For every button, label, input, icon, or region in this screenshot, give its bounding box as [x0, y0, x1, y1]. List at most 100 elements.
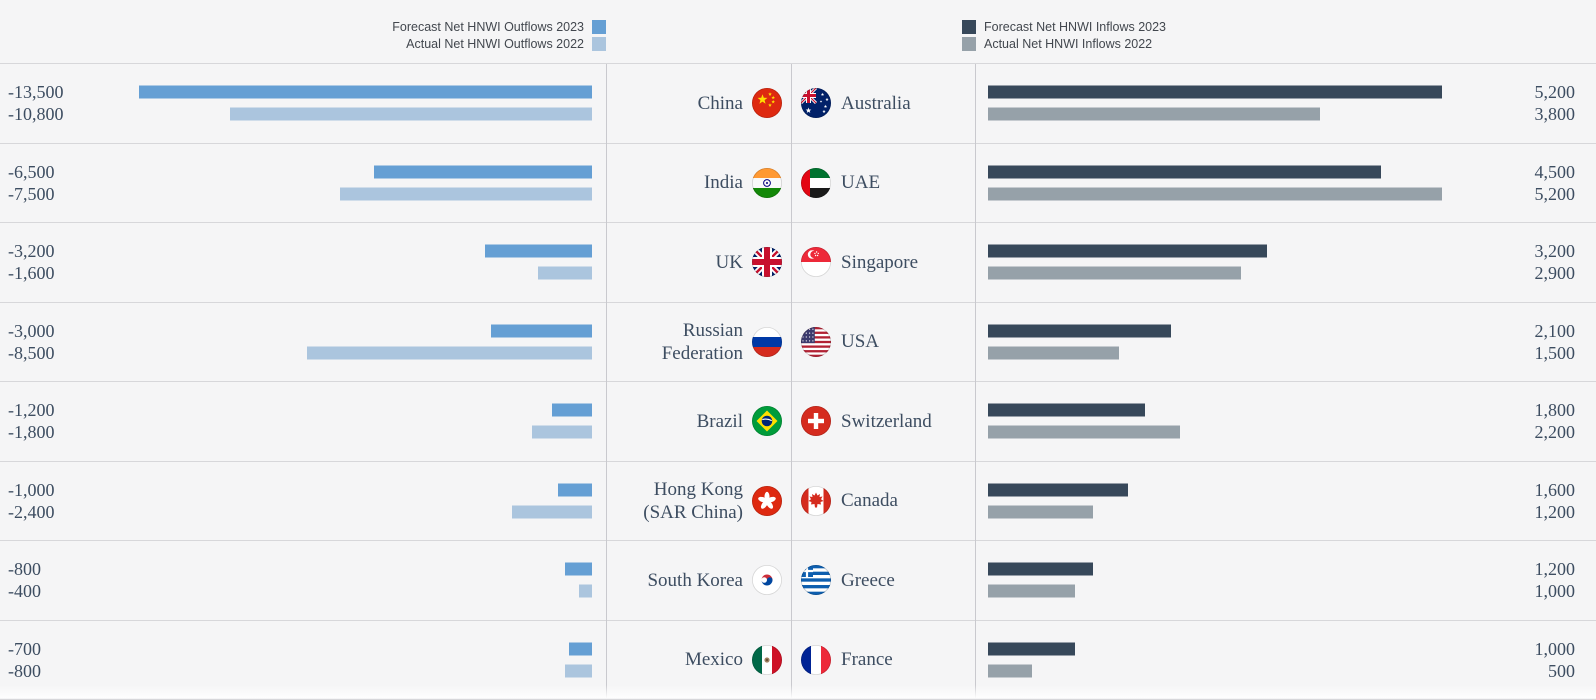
flag-australia-icon	[801, 88, 831, 118]
outflow-forecast-value: -3,200	[8, 240, 55, 262]
inflow-forecast-value: 3,200	[1535, 240, 1576, 262]
flag-france-icon	[801, 645, 831, 675]
inflow-country-label: Switzerland	[841, 410, 932, 433]
outflow-value-labels: -6,500-7,500	[8, 161, 55, 205]
outflow-country-cell: Mexico	[606, 621, 791, 700]
outflow-bar-group	[565, 563, 592, 598]
flag-brazil-icon	[752, 406, 782, 436]
outflow-forecast-bar	[139, 86, 592, 99]
inflow-forecast-swatch-icon	[962, 20, 976, 34]
outflow-value-labels: -700-800	[8, 638, 41, 682]
inflow-country-cell: Switzerland	[791, 382, 975, 461]
outflow-bars-cell: -800-400	[0, 541, 606, 620]
inflow-country-label: UAE	[841, 171, 880, 194]
inflow-forecast-bar	[988, 483, 1128, 496]
outflow-actual-bar	[512, 505, 593, 518]
outflow-country-label: Hong Kong (SAR China)	[629, 478, 743, 524]
outflow-actual-bar	[307, 346, 592, 359]
outflow-country-label: South Korea	[647, 569, 743, 592]
outflow-actual-value: -7,500	[8, 183, 55, 205]
inflow-country-cell: Greece	[791, 541, 975, 620]
outflow-country-label: Russian Federation	[629, 319, 743, 365]
inflow-actual-value: 5,200	[1535, 183, 1576, 205]
outflow-forecast-bar	[558, 483, 592, 496]
outflow-value-labels: -13,500-10,800	[8, 81, 64, 125]
outflow-actual-swatch-icon	[592, 37, 606, 51]
inflow-actual-bar	[988, 426, 1180, 439]
outflow-bars-cell: -6,500-7,500	[0, 144, 606, 223]
grid-divider-right	[975, 64, 976, 698]
inflow-actual-bar	[988, 505, 1093, 518]
flag-china-icon	[752, 88, 782, 118]
outflow-forecast-bar	[491, 324, 592, 337]
outflow-country-cell: South Korea	[606, 541, 791, 620]
outflow-bars-cell: -1,000-2,400	[0, 462, 606, 541]
flag-hong-kong-sar-china-icon	[752, 486, 782, 516]
outflow-actual-bar	[340, 187, 592, 200]
flag-uae-icon	[801, 168, 831, 198]
outflow-bar-group	[512, 483, 593, 518]
inflow-actual-bar	[988, 267, 1241, 280]
inflow-country-label: Canada	[841, 489, 898, 512]
outflow-country-cell: UK	[606, 223, 791, 302]
flag-south-korea-icon	[752, 565, 782, 595]
inflow-actual-value: 2,900	[1535, 262, 1576, 284]
inflow-forecast-value: 5,200	[1535, 81, 1576, 103]
outflow-country-label: Mexico	[685, 648, 743, 671]
inflow-bar-group	[988, 563, 1093, 598]
inflow-bar-group	[988, 86, 1442, 121]
outflow-actual-bar	[230, 108, 592, 121]
outflow-forecast-value: -800	[8, 558, 41, 580]
outflow-bar-group	[139, 86, 592, 121]
legend-label: Forecast Net HNWI Inflows 2023	[984, 20, 1166, 34]
inflow-actual-bar	[988, 664, 1032, 677]
outflow-value-labels: -3,000-8,500	[8, 320, 55, 364]
flag-greece-icon	[801, 565, 831, 595]
outflow-forecast-value: -3,000	[8, 320, 55, 342]
outflow-forecast-bar	[565, 563, 592, 576]
legend-item-outflow-forecast: Forecast Net HNWI Outflows 2023	[392, 20, 606, 34]
outflow-forecast-value: -700	[8, 638, 41, 660]
inflow-forecast-value: 2,100	[1535, 320, 1576, 342]
outflow-forecast-value: -13,500	[8, 81, 64, 103]
inflow-forecast-bar	[988, 245, 1267, 258]
inflow-country-cell: Canada	[791, 462, 975, 541]
inflow-actual-swatch-icon	[962, 37, 976, 51]
inflow-forecast-value: 1,600	[1535, 479, 1576, 501]
inflow-country-cell: USA	[791, 303, 975, 382]
inflows-legend: Forecast Net HNWI Inflows 2023 Actual Ne…	[962, 20, 1166, 51]
outflow-actual-value: -400	[8, 580, 41, 602]
inflow-forecast-bar	[988, 324, 1171, 337]
outflow-bar-group	[340, 165, 592, 200]
outflow-country-cell: Russian Federation	[606, 303, 791, 382]
grid-divider-center	[791, 64, 792, 698]
outflow-country-label: Brazil	[697, 410, 743, 433]
outflow-country-cell: China	[606, 64, 791, 143]
outflow-forecast-value: -1,000	[8, 479, 55, 501]
inflow-actual-value: 3,800	[1535, 103, 1576, 125]
inflow-actual-bar	[988, 346, 1119, 359]
outflow-forecast-bar	[485, 245, 592, 258]
inflow-forecast-bar	[988, 563, 1093, 576]
outflow-actual-bar	[579, 585, 592, 598]
legend-item-inflow-forecast: Forecast Net HNWI Inflows 2023	[962, 20, 1166, 34]
outflow-country-label: UK	[716, 251, 743, 274]
inflow-actual-value: 1,200	[1535, 501, 1576, 523]
inflow-country-cell: UAE	[791, 144, 975, 223]
outflow-bars-cell: -700-800	[0, 621, 606, 700]
inflow-forecast-bar	[988, 86, 1442, 99]
inflow-actual-value: 500	[1535, 660, 1576, 682]
